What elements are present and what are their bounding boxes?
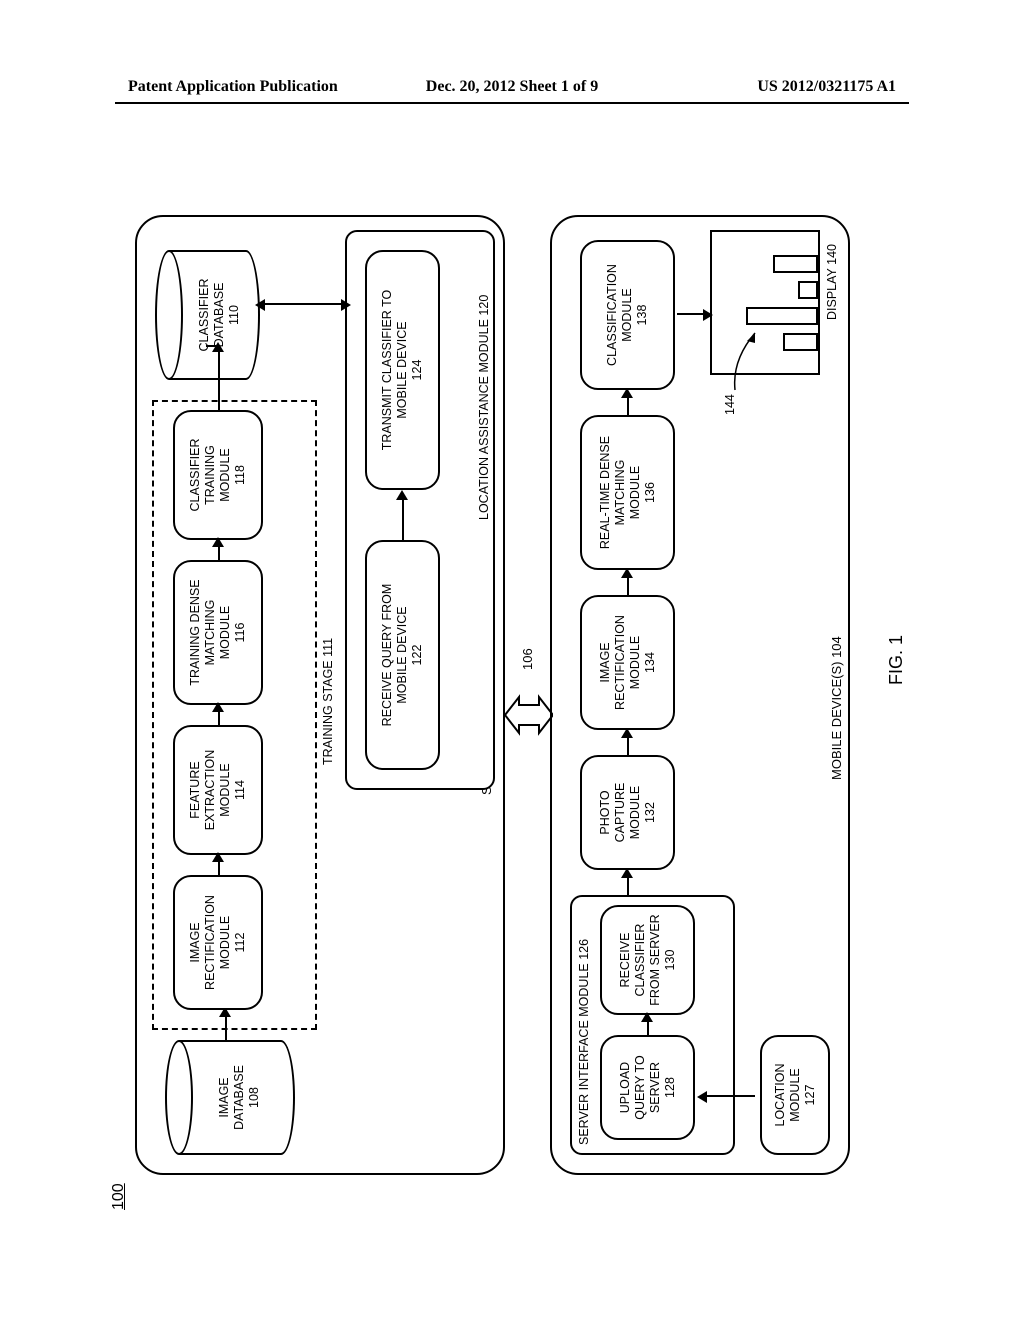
arrow-loc-to-uq [705,1095,755,1097]
arrow-cls-to-display [677,313,705,315]
location-module: LOCATION MODULE 127 [760,1035,830,1155]
ah-cdb-up [255,299,265,311]
receive-classifier-module: RECEIVE CLASSIFIER FROM SERVER 130 [600,905,695,1015]
figure-canvas: 100 SERVER 102 TRAINING STAGE 111 IMAGE … [105,110,915,1210]
image-database-text: IMAGE DATABASE 108 [217,1040,262,1155]
figure-label: FIG. 1 [886,635,907,685]
ah-ct-to-cdb [212,342,224,352]
ref-100: 100 [110,1183,128,1210]
feature-extraction-module: FEATURE EXTRACTION MODULE 114 [173,725,263,855]
bar2 [746,307,818,325]
mobile-label: MOBILE DEVICE(S) 104 [829,636,844,780]
ah-pc-ir [621,728,633,738]
display-label: DISPLAY 140 [825,244,839,320]
ah1 [212,852,224,862]
link-106-label: 106 [520,648,535,670]
ah-ir-rtdm [621,568,633,578]
photo-capture-module: PHOTO CAPTURE MODULE 132 [580,755,675,870]
ref-144: 144 [723,394,737,415]
link-arrow-106 [505,675,553,755]
ah-sim-to-pc [621,868,633,878]
classifier-training-module: CLASSIFIER TRAINING MODULE 118 [173,410,263,540]
ah-rq-to-tc [396,490,408,500]
realtime-dense-matching-module: REAL-TIME DENSE MATCHING MODULE 136 [580,415,675,570]
training-dense-matching-module: TRAINING DENSE MATCHING MODULE 116 [173,560,263,705]
ah-loc-to-uq [697,1091,707,1103]
location-assistance-label: LOCATION ASSISTANCE MODULE 120 [477,295,491,520]
arrow-rtdm-cls [627,395,629,415]
ah-uq-rc [641,1012,653,1022]
arrow-pc-ir [627,735,629,755]
server-interface-label: SERVER INTERFACE MODULE 126 [577,939,591,1145]
arrow-db-to-rect [225,1015,227,1040]
ah-cdb-down [341,299,351,311]
image-rectification-module-server: IMAGE RECTIFICATION MODULE 112 [173,875,263,1010]
upload-query-module: UPLOAD QUERY TO SERVER 128 [600,1035,695,1140]
classifier-database: CLASSIFIER DATABASE 110 [155,250,260,380]
arrow-cdb-lam [263,303,343,305]
pointer-144 [727,325,767,395]
ah-rtdm-cls [621,388,633,398]
bar3 [798,281,818,299]
bar4 [773,255,818,273]
arrow-rq-to-tc [402,498,404,540]
arrow-sim-to-pc [627,875,629,895]
header-rule [115,102,909,104]
arrow-ct-to-cdb-h [218,345,220,410]
ah3 [212,537,224,547]
page: Patent Application Publication Dec. 20, … [0,0,1024,1320]
bar1 [783,333,818,351]
transmit-classifier-module: TRANSMIT CLASSIFIER TO MOBILE DEVICE 124 [365,250,440,490]
image-database: IMAGE DATABASE 108 [165,1040,295,1155]
receive-query-module: RECEIVE QUERY FROM MOBILE DEVICE 122 [365,540,440,770]
arrow-ir-rtdm [627,575,629,595]
ah2 [212,702,224,712]
classification-module: CLASSIFICATION MODULE 138 [580,240,675,390]
image-rectification-module-mobile: IMAGE RECTIFICATION MODULE 134 [580,595,675,730]
training-stage-label: TRAINING STAGE 111 [321,638,335,765]
header-right: US 2012/0321175 A1 [757,78,896,96]
ah-cls-to-display [703,309,713,321]
